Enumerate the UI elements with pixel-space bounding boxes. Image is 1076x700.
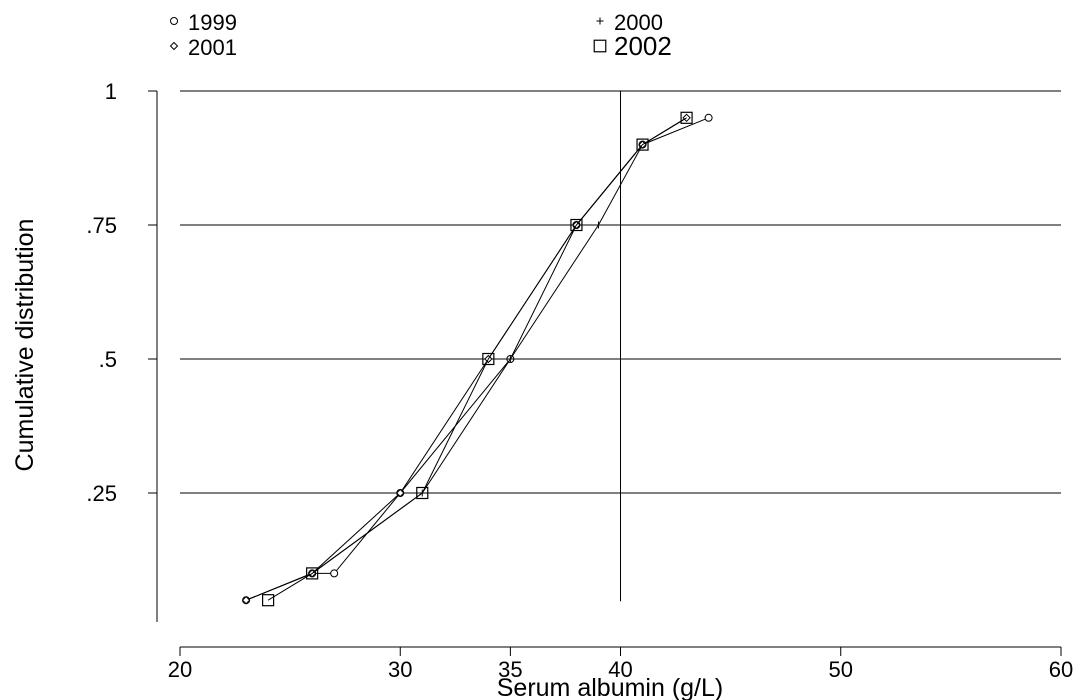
legend-label-2001: 2001 xyxy=(188,35,237,60)
data-point-1999 xyxy=(704,113,713,122)
y-tick-label: .75 xyxy=(86,213,117,238)
data-point-2002 xyxy=(306,567,319,580)
legend-marker-2002 xyxy=(593,39,607,53)
y-tick-label: .25 xyxy=(86,481,117,506)
legend-marker-2001 xyxy=(169,41,179,51)
data-point-2002 xyxy=(262,594,275,607)
legend-label-2002: 2002 xyxy=(614,31,672,61)
axes: .25 .5 .75 1 20 30 35 40 50 60 xyxy=(86,79,1073,682)
y-axis-label: Cumulative distribution xyxy=(11,219,39,472)
legend-item-1999: 1999 xyxy=(170,10,237,35)
grid-lines xyxy=(180,90,1061,602)
series-layer xyxy=(241,111,713,607)
y-tick-label: .5 xyxy=(99,347,117,372)
data-point-2002 xyxy=(570,218,583,232)
data-point-1999 xyxy=(330,569,339,578)
data-point-2000 xyxy=(506,355,514,363)
data-point-2002 xyxy=(482,352,495,366)
legend-marker-1999 xyxy=(170,17,178,25)
data-point-2002 xyxy=(416,486,429,500)
x-tick-label: 40 xyxy=(608,657,632,682)
x-tick-label: 35 xyxy=(498,657,522,682)
x-tick-label: 20 xyxy=(168,657,192,682)
data-point-2001 xyxy=(396,488,405,498)
legend-label-2000: 2000 xyxy=(614,10,663,35)
y-tick-label: 1 xyxy=(105,79,117,104)
x-tick-label: 50 xyxy=(829,657,853,682)
data-point-2000 xyxy=(594,221,602,229)
legend: 1999 2000 2001 2002 xyxy=(169,10,672,61)
legend-item-2001: 2001 xyxy=(169,35,237,60)
x-tick-label: 30 xyxy=(388,657,412,682)
x-axis-label: Serum albumin (g/L) xyxy=(497,674,723,700)
data-point-2002 xyxy=(680,111,693,124)
series-line-2002 xyxy=(267,117,687,601)
series-2002 xyxy=(262,111,693,607)
legend-label-1999: 1999 xyxy=(188,10,237,35)
data-point-2001 xyxy=(241,595,251,605)
legend-item-2002: 2002 xyxy=(593,31,672,61)
x-tick-label: 60 xyxy=(1049,657,1073,682)
legend-marker-2000 xyxy=(596,17,604,25)
legend-item-2000: 2000 xyxy=(596,10,663,35)
data-point-2002 xyxy=(636,138,649,151)
